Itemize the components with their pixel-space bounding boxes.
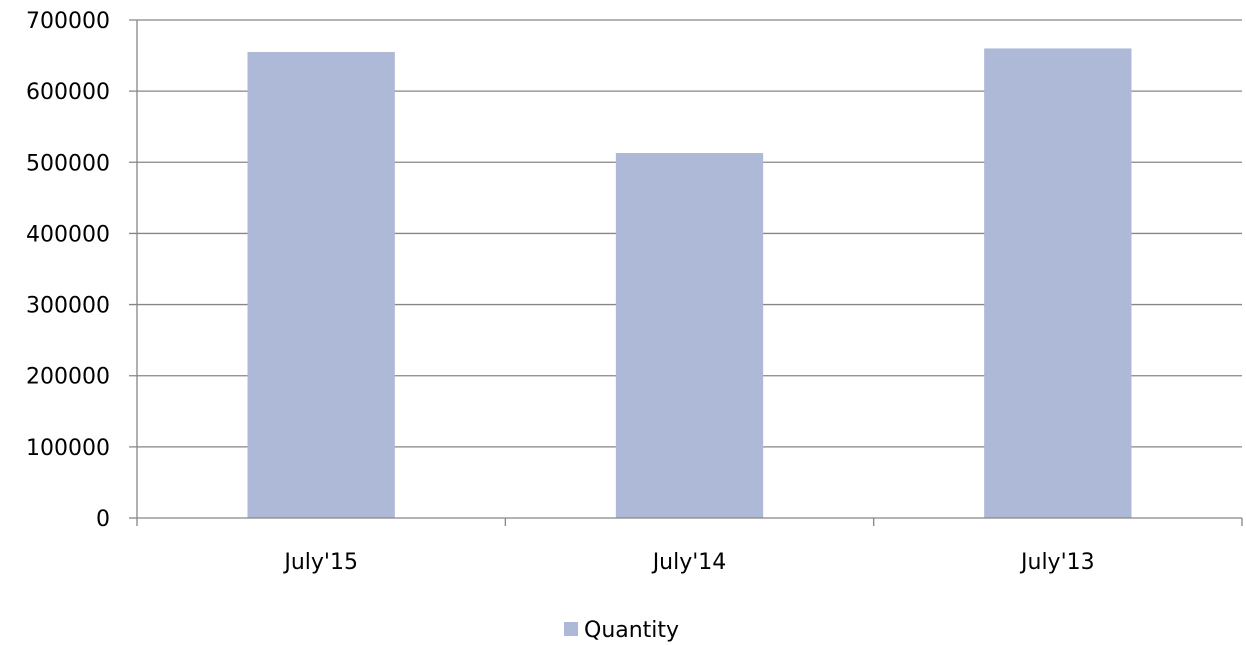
y-tick-label: 500000 [26, 151, 110, 176]
legend-label-quantity: Quantity [584, 618, 679, 643]
x-tick-label: July'15 [282, 550, 358, 575]
bar [615, 153, 764, 518]
bars [247, 48, 1132, 519]
legend: Quantity [564, 618, 679, 643]
y-tick-label: 100000 [26, 436, 110, 461]
y-tick-label: 700000 [26, 9, 110, 34]
x-axis: July'15 July'14 July'13 [136, 20, 1243, 575]
y-axis-ticks: 0 100000 200000 300000 400000 500000 600000 700… [26, 9, 137, 532]
y-tick-label: 300000 [26, 294, 110, 319]
x-tick-label: July'14 [651, 550, 727, 575]
y-tick-label: 0 [96, 507, 110, 532]
bar [984, 48, 1132, 518]
y-tick-label: 400000 [26, 222, 110, 247]
y-tick-label: 200000 [26, 365, 110, 390]
y-tick-label: 600000 [26, 80, 110, 105]
x-tick-label: July'13 [1019, 550, 1095, 575]
legend-swatch-quantity [564, 622, 578, 636]
bar [247, 52, 395, 519]
